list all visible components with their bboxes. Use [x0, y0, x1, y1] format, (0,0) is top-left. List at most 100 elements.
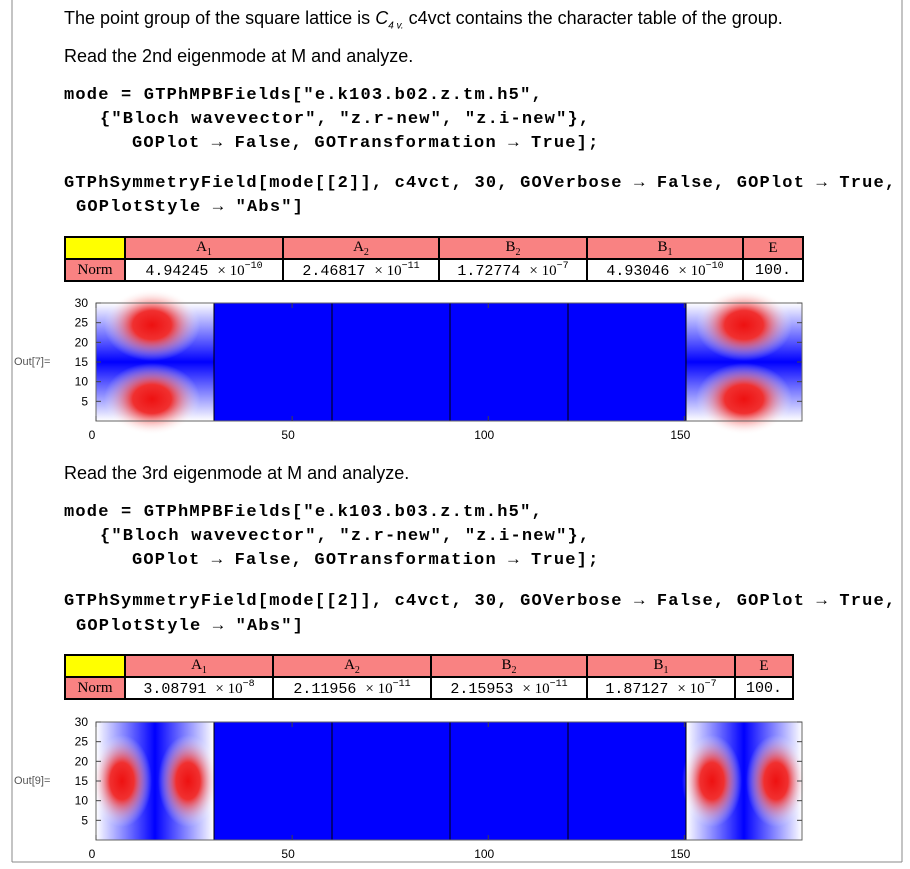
code-line: GOPlot → False, GOTransformation → True]…	[132, 551, 600, 570]
x-tick-label: 150	[670, 428, 690, 442]
header-row: A1 A2 B2 B1 E	[64, 236, 804, 260]
irrep-index: 2	[354, 664, 360, 676]
exponent: −8	[242, 678, 255, 690]
plot: 5 10 15 20 25 30 0 50 100 150	[75, 290, 803, 442]
norm-value: 3.08791 × 10−8	[124, 676, 274, 700]
character-table: A1 A2 B2 B1 E Norm 3.08791 × 10−8 2.11956 × 10−…	[64, 654, 794, 700]
prompt: Read the 2nd eigenmode at M and analyze.	[64, 46, 414, 66]
header-cell: A2	[272, 654, 432, 678]
header-cell: B2	[438, 236, 588, 260]
norm-value: 100.	[734, 676, 794, 700]
header-cell: A2	[282, 236, 440, 260]
mantissa: 100.	[754, 261, 791, 279]
y-tick-label: 5	[81, 394, 88, 408]
exponent: −11	[392, 678, 411, 690]
x-tick-label: 0	[89, 428, 96, 442]
row-label: Norm	[64, 676, 126, 700]
norm-row: Norm 3.08791 × 10−8 2.11956 × 10−11 2.15953…	[64, 676, 794, 700]
y-tick-label: 10	[75, 375, 89, 389]
power-base: × 10	[522, 680, 550, 697]
exponent: −10	[244, 260, 263, 272]
mantissa: 2.46817	[302, 262, 366, 280]
y-tick-label: 25	[75, 735, 89, 749]
power-base: × 10	[215, 680, 243, 697]
irrep-index: 1	[201, 664, 207, 676]
header-row: A1 A2 B2 B1 E	[64, 654, 794, 678]
y-tick-label: 30	[75, 715, 89, 729]
norm-row: Norm 4.94245 × 10−10 2.46817 × 10−11 1.7277…	[64, 258, 804, 282]
row-label: Norm	[64, 258, 126, 282]
x-tick-label: 150	[670, 847, 690, 861]
exponent: −7	[556, 260, 569, 272]
y-tick-label: 15	[75, 774, 89, 788]
irrep-letter: A	[196, 238, 207, 255]
irrep-letter: E	[759, 657, 769, 674]
exponent: −11	[549, 678, 568, 690]
irrep-letter: E	[768, 239, 778, 256]
out-label: Out[7]=	[14, 356, 51, 368]
x-tick-label: 100	[474, 428, 494, 442]
mantissa: 2.11956	[293, 680, 357, 698]
exponent: −11	[401, 260, 420, 272]
irrep-index: 1	[667, 246, 673, 258]
intro-rest: c4vct contains the character table of th…	[403, 8, 783, 28]
header-cell: B2	[430, 654, 588, 678]
x-tick-label: 100	[474, 847, 494, 861]
plot: 5 10 15 20 25 30 0 50 100 150	[75, 715, 806, 861]
code-line: GOPlot → False, GOTransformation → True]…	[132, 134, 600, 153]
power-base: × 10	[365, 680, 393, 697]
character-table: A1 A2 B2 B1 E Norm 4.94245 × 10−10 2.46817 × 10…	[64, 236, 804, 282]
corner-cell	[64, 654, 126, 678]
irrep-letter: B	[657, 238, 668, 255]
norm-value: 2.46817 × 10−11	[282, 258, 440, 282]
irrep-letter: A	[344, 656, 355, 673]
norm-value: 2.15953 × 10−11	[430, 676, 588, 700]
code-line: mode = GTPhMPBFields["e.k103.b02.z.tm.h5…	[64, 86, 543, 105]
y-tick-label: 20	[75, 335, 89, 349]
code-line: mode = GTPhMPBFields["e.k103.b03.z.tm.h5…	[64, 503, 543, 522]
norm-value: 1.72774 × 10−7	[438, 258, 588, 282]
code-line: GTPhSymmetryField[mode[[2]], c4vct, 30, …	[64, 592, 897, 611]
group-subscript: 4 v.	[388, 20, 404, 32]
irrep-letter: B	[505, 238, 516, 255]
header-cell: A1	[124, 654, 274, 678]
norm-value: 1.87127 × 10−7	[586, 676, 736, 700]
code-line: GTPhSymmetryField[mode[[2]], c4vct, 30, …	[64, 174, 897, 193]
y-tick-label: 5	[81, 813, 88, 827]
code-line: {"Bloch wavevector", "z.r-new", "z.i-new…	[100, 527, 591, 546]
x-tick-label: 50	[281, 428, 295, 442]
mantissa: 1.72774	[457, 262, 521, 280]
power-base: × 10	[217, 262, 245, 279]
mantissa: 4.94245	[145, 262, 209, 280]
header-cell: B1	[586, 654, 736, 678]
irrep-letter: A	[191, 656, 202, 673]
y-tick-label: 10	[75, 794, 89, 808]
intro-text: The point group of the square lattice is	[64, 8, 376, 28]
out-label: Out[9]=	[14, 775, 51, 787]
code-line: {"Bloch wavevector", "z.r-new", "z.i-new…	[100, 110, 591, 129]
y-tick-label: 25	[75, 316, 89, 330]
irrep-index: 2	[515, 246, 521, 258]
norm-value: 2.11956 × 10−11	[272, 676, 432, 700]
x-tick-label: 0	[89, 847, 96, 861]
code-line: GOPlotStyle → "Abs"]	[76, 198, 305, 217]
heatmap	[92, 721, 806, 841]
exponent: −10	[705, 260, 724, 272]
header-cell: B1	[586, 236, 744, 260]
code-line: GOPlotStyle → "Abs"]	[76, 617, 305, 636]
y-tick-label: 15	[75, 355, 89, 369]
power-base: × 10	[529, 262, 557, 279]
power-base: × 10	[678, 262, 706, 279]
norm-value: 4.93046 × 10−10	[586, 258, 744, 282]
group-symbol: C	[375, 8, 389, 28]
norm-value: 100.	[742, 258, 804, 282]
header-cell: E	[742, 236, 804, 260]
irrep-letter: B	[501, 656, 512, 673]
mantissa: 1.87127	[605, 680, 669, 698]
heatmap	[96, 290, 802, 435]
irrep-index: 1	[206, 246, 212, 258]
irrep-index: 2	[511, 664, 517, 676]
mantissa: 100.	[745, 679, 782, 697]
